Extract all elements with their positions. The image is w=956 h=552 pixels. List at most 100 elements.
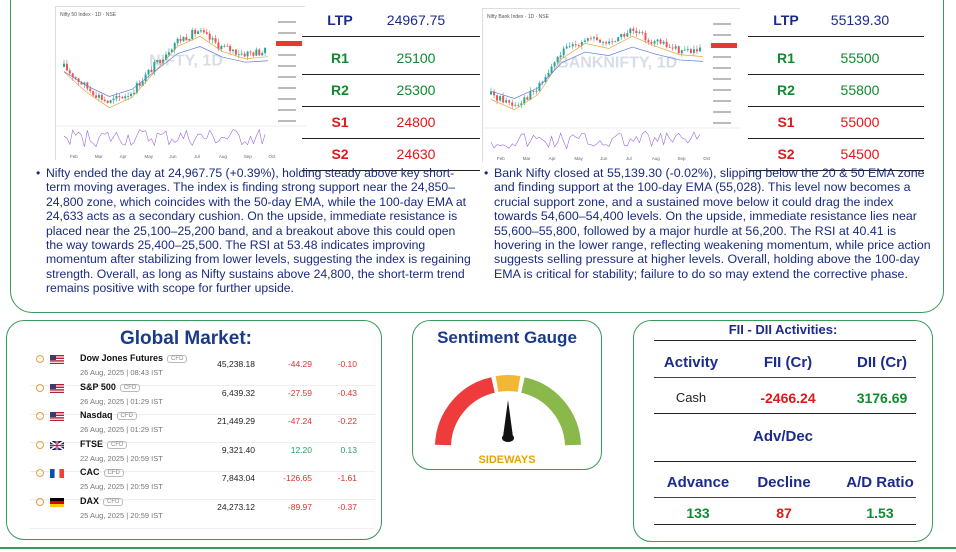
col-ad-ratio: A/D Ratio (846, 474, 914, 491)
candle-body (583, 40, 586, 43)
global-market-row[interactable]: FTSE CFD 22 Aug, 2025 | 20:59 IST 9,321.40 1… (30, 438, 375, 472)
fr-flag-icon (50, 469, 64, 478)
candle-body (635, 30, 638, 34)
candle-body (232, 49, 235, 52)
price-axis-tick (713, 78, 731, 80)
clock-icon (36, 412, 44, 420)
price-axis-tick (713, 111, 731, 113)
price-axis-tick (713, 122, 731, 124)
level-s2-label: S2 (777, 146, 795, 162)
price-axis-tick (713, 100, 731, 102)
month-tick-label: Jun (600, 156, 608, 161)
candle-body (191, 29, 194, 40)
candle-body (677, 46, 680, 54)
global-market-row[interactable]: CAC CFD 25 Aug, 2025 | 20:59 IST 7,843.04 -1… (30, 466, 375, 500)
month-tick-label: May (144, 154, 153, 159)
candle-body (115, 95, 118, 99)
index-name: DAX (80, 495, 100, 506)
ltp-value: 55139.30 (830, 12, 890, 28)
month-tick-label: Apr (549, 156, 557, 161)
candle-body (258, 49, 261, 56)
candle-body (197, 31, 200, 34)
month-tick-label: Mar (523, 156, 531, 161)
candle-body (165, 54, 167, 60)
chart-title: Nifty 50 Index · 1D · NSE (60, 12, 117, 18)
col-dii: DII (Cr) (857, 354, 907, 371)
sentiment-reading: SIDEWAYS (478, 454, 536, 466)
candle-body (611, 41, 614, 43)
level-r1-label: R1 (331, 50, 349, 66)
candle-body (127, 96, 130, 97)
candle-body (532, 90, 535, 92)
col-decline: Decline (757, 474, 811, 491)
candle-body (499, 95, 502, 101)
price-axis-tick (713, 56, 731, 58)
adv-row-rule (654, 497, 916, 498)
decline-value: 87 (776, 505, 792, 521)
level-s1-label: S1 (331, 114, 349, 130)
candle-body (153, 61, 156, 73)
candle-body (674, 46, 677, 49)
candle-body (647, 40, 650, 43)
candle-body (520, 103, 523, 105)
index-name: FTSE (80, 438, 104, 449)
candle-body (620, 34, 623, 38)
price-axis-tick (713, 67, 731, 69)
level-r1-value: 55500 (840, 50, 880, 66)
candle-body (571, 44, 574, 47)
candle-body (496, 95, 499, 101)
index-change: 12.20 (290, 444, 312, 455)
index-change: -44.29 (287, 359, 312, 369)
candle-body (544, 76, 547, 82)
month-tick-label: Oct (269, 154, 277, 159)
candle-body (623, 34, 626, 37)
candle-body (65, 63, 68, 71)
candle-body (680, 50, 683, 54)
gauge-yellow-arc (495, 375, 521, 392)
candle-body (698, 47, 701, 52)
sentiment-title: Sentiment Gauge (437, 328, 577, 347)
candle-body (124, 96, 127, 99)
candle-body (644, 33, 647, 41)
level-s1-value: 24800 (396, 114, 436, 130)
index-timestamp: 25 Aug, 2025 | 20:59 IST (80, 510, 163, 520)
clock-icon (36, 383, 44, 392)
candle-body (202, 30, 205, 33)
candle-body (529, 90, 532, 100)
candle-body (541, 81, 544, 83)
candle-body (121, 96, 124, 99)
candle-body (63, 63, 65, 67)
global-market-row[interactable]: Dow Jones Futures CFD 26 Aug, 2025 | 08:43… (30, 352, 375, 386)
global-market-row[interactable]: DAX CFD 25 Aug, 2025 | 20:59 IST 24,273.12 -… (30, 495, 375, 529)
us-flag-icon (50, 383, 64, 393)
gauge-needle (503, 400, 513, 437)
index-price: 9,321.40 (221, 444, 255, 455)
sentiment-gauge (435, 375, 581, 446)
clock-icon (36, 497, 44, 506)
index-price: 45,238.18 (217, 359, 255, 369)
chart-watermark: BANKNIFTY, 1D (557, 55, 677, 72)
candle-body (249, 51, 252, 53)
level-row-rule (748, 106, 924, 107)
candle-body (86, 82, 89, 89)
fii-cash-value: -2466.24 (760, 390, 816, 406)
candle-body (671, 47, 674, 49)
index-name: Dow Jones Futures (80, 353, 164, 363)
candle-body (234, 49, 237, 55)
candle-body (514, 105, 517, 107)
candle-body (141, 81, 144, 86)
level-s1-label: S1 (777, 114, 795, 130)
global-market-row[interactable]: Nasdaq CFD 26 Aug, 2025 | 01:29 IST 21,449.… (30, 409, 375, 443)
index-timestamp: 22 Aug, 2025 | 20:59 IST (80, 453, 163, 463)
index-change-pct: -0.22 (337, 416, 357, 426)
candle-body (179, 38, 182, 41)
uk-flag-icon (49, 439, 65, 451)
candle-body (89, 88, 92, 92)
global-market-panel (6, 320, 382, 540)
index-timestamp: 26 Aug, 2025 | 08:43 IST (80, 368, 163, 377)
candle-body (264, 47, 267, 54)
candle-body (226, 45, 229, 47)
month-tick-label: Jul (626, 156, 632, 161)
global-market-row[interactable]: S&P 500 CFD 26 Aug, 2025 | 01:29 IST 6,439.… (30, 381, 375, 415)
level-row-rule (302, 106, 480, 107)
